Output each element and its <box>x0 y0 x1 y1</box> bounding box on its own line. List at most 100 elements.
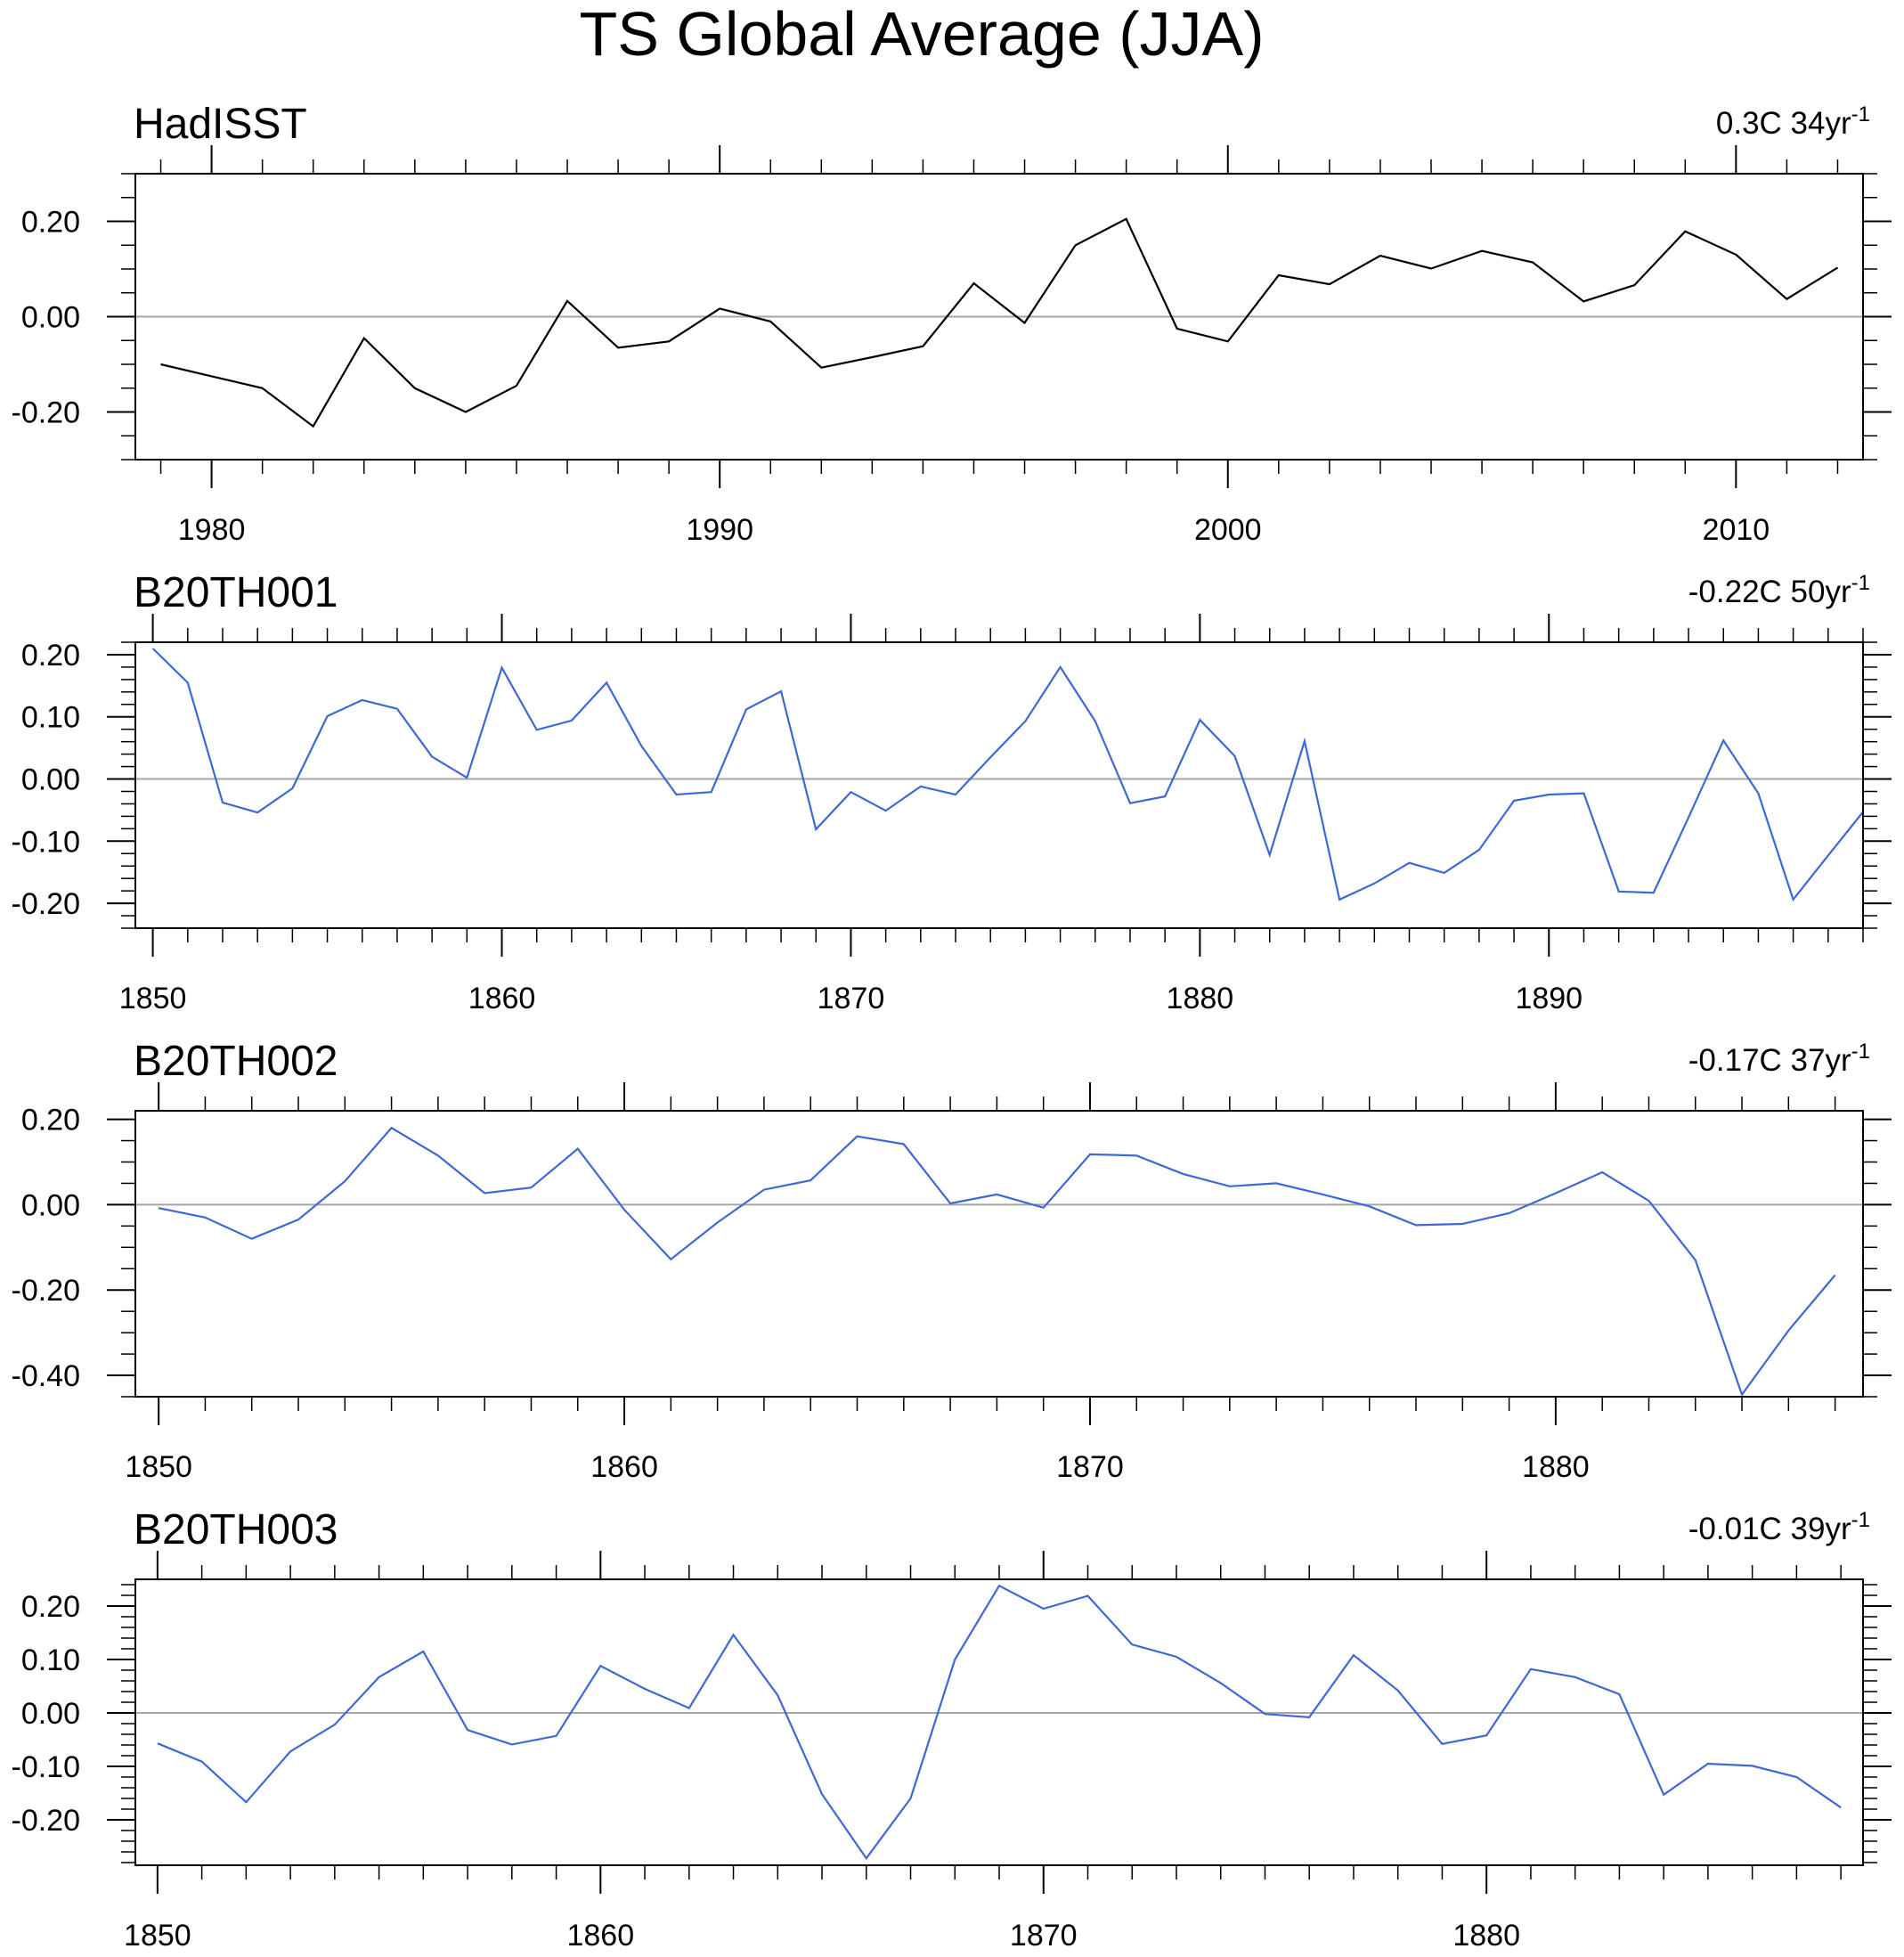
data-point <box>500 666 504 670</box>
figure-title: TS Global Average (JJA) <box>579 0 1264 69</box>
data-point <box>674 793 678 796</box>
y-tick-label: -0.10 <box>12 825 81 859</box>
data-point <box>1531 261 1534 265</box>
data-point <box>1396 1689 1400 1692</box>
x-tick-label: 2000 <box>1194 513 1262 547</box>
data-point <box>576 1147 580 1151</box>
data-point <box>953 1658 956 1661</box>
data-point <box>333 1723 337 1726</box>
x-tick-label: 1990 <box>686 513 753 547</box>
data-point <box>436 1154 440 1157</box>
data-point <box>1683 230 1687 233</box>
data-point <box>566 299 569 303</box>
data-point <box>290 787 294 790</box>
data-point <box>1617 1692 1621 1696</box>
data-point <box>902 1142 906 1146</box>
data-point <box>151 647 155 650</box>
y-tick-label: -0.20 <box>12 1804 81 1838</box>
data-point <box>1198 718 1201 722</box>
y-tick-label: 0.10 <box>21 701 80 735</box>
y-tick-label: 0.10 <box>21 1643 80 1677</box>
data-point <box>688 1707 691 1710</box>
data-point <box>515 384 518 387</box>
data-point <box>1574 1676 1577 1679</box>
data-point <box>1827 853 1830 857</box>
data-point <box>1600 1170 1604 1174</box>
data-point <box>1368 1204 1371 1208</box>
data-point <box>203 1216 207 1219</box>
trend-label: 0.3C 34yr-1 <box>1716 102 1870 141</box>
data-point <box>1508 1211 1511 1215</box>
panel-title: B20TH003 <box>134 1506 338 1553</box>
data-point <box>159 363 163 366</box>
data-point <box>1182 1172 1185 1176</box>
panel-title: B20TH001 <box>134 569 338 616</box>
data-point <box>1414 1223 1418 1227</box>
x-tick-label: 1890 <box>1515 982 1583 1015</box>
data-point <box>1023 321 1027 324</box>
data-point <box>1219 1681 1223 1684</box>
y-tick-label: -0.40 <box>12 1359 81 1393</box>
data-point <box>884 809 888 812</box>
data-point <box>156 1741 159 1745</box>
data-point <box>1372 882 1376 885</box>
trend-label: -0.22C 50yr-1 <box>1688 571 1870 609</box>
data-point <box>820 1792 824 1796</box>
plot-frame <box>134 641 1864 929</box>
data-point <box>413 387 417 390</box>
data-point <box>622 1208 626 1211</box>
data-point <box>1461 1222 1464 1226</box>
x-tick-label: 1880 <box>1167 982 1234 1015</box>
data-point <box>421 1650 425 1653</box>
data-point <box>1582 299 1585 303</box>
data-point <box>200 1760 204 1764</box>
data-point <box>390 1126 394 1129</box>
data-point <box>669 1258 672 1261</box>
x-tick-label: 1880 <box>1452 1919 1520 1953</box>
panel-b20th003: B20TH003 -0.01C 39yr-1 1850 1860 1870 1880 0… <box>12 1506 1892 1953</box>
data-point <box>1706 1762 1710 1765</box>
data-point <box>1756 792 1760 795</box>
data-point <box>921 345 924 348</box>
data-point <box>1443 871 1446 875</box>
data-point <box>1792 898 1795 901</box>
data-point <box>1094 720 1097 723</box>
data-point <box>1128 802 1132 805</box>
data-point <box>1529 1668 1533 1671</box>
panel-hadisst: HadISST 0.3C 34yr-1 1980 1990 2000 2010 0.20… <box>12 101 1892 547</box>
data-point <box>1835 265 1839 269</box>
data-point <box>312 425 315 428</box>
data-point <box>510 1742 514 1746</box>
data-point <box>1408 861 1412 865</box>
x-tick-label: 1860 <box>566 1919 634 1953</box>
data-point <box>849 790 852 794</box>
data-point <box>529 1186 533 1189</box>
data-point <box>256 811 259 814</box>
data-point <box>1328 282 1331 286</box>
y-tick-label: 0.20 <box>21 1104 80 1138</box>
data-point <box>1485 1733 1488 1737</box>
data-point <box>1338 898 1341 901</box>
data-point <box>1274 1181 1278 1185</box>
data-point <box>483 1191 486 1195</box>
y-tick-label: -0.20 <box>12 1274 81 1308</box>
data-point <box>361 698 364 702</box>
data-point <box>343 1179 346 1183</box>
panel-b20th001: B20TH001 -0.22C 50yr-1 1850 1860 1870 1880 1… <box>12 569 1892 1015</box>
plot-frame <box>134 173 1864 461</box>
x-tick-label: 1880 <box>1522 1450 1590 1484</box>
plot-area: 1850 1860 1870 1880 1890 0.20 0.10 0.00 -0.10 -0.… <box>12 614 1892 1015</box>
data-point <box>1834 1273 1837 1276</box>
data-point <box>1163 795 1167 798</box>
data-point <box>995 1193 998 1196</box>
data-point <box>718 306 721 310</box>
data-point <box>289 1749 292 1753</box>
data-point <box>639 745 643 748</box>
x-tick-label: 1850 <box>125 1450 192 1484</box>
plot-area: 1980 1990 2000 2010 0.20 0.00 -0.20 <box>12 145 1892 547</box>
data-point <box>570 719 574 722</box>
data-point <box>261 387 264 390</box>
trend-label: -0.17C 37yr-1 <box>1688 1040 1870 1078</box>
data-point <box>1074 243 1078 247</box>
y-tick-label: 0.00 <box>21 1188 80 1222</box>
